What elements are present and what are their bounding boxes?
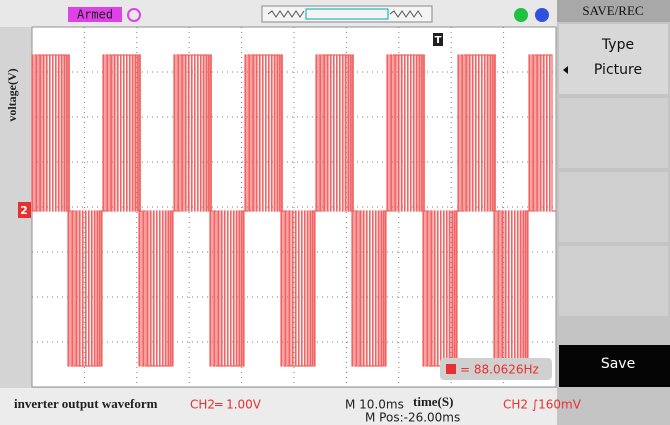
usb-icon xyxy=(514,8,528,22)
position: M Pos:-26.00ms xyxy=(365,411,460,425)
frequency-icon xyxy=(446,364,456,374)
menu-item xyxy=(559,98,668,168)
usb-icon xyxy=(535,8,549,22)
frequency-readout: = 88.0626Hz xyxy=(460,363,539,377)
status-text: Armed xyxy=(77,8,113,22)
menu-item xyxy=(559,246,668,316)
trigger-marker: T xyxy=(435,35,442,46)
trigger-setting: CH2 ∫160mV xyxy=(503,398,582,412)
x-axis-label: time(S) xyxy=(413,394,453,409)
menu-item-value: Picture xyxy=(594,62,642,78)
ch2-scale: CH2═ 1.00V xyxy=(190,398,262,412)
menu-button-label: Save xyxy=(601,356,635,372)
memory-bar xyxy=(262,6,432,22)
menu-item[interactable] xyxy=(559,24,668,94)
timebase: M 10.0ms xyxy=(345,398,404,412)
menu-item-label: Type xyxy=(601,37,634,53)
y-axis-label: voltage(V) xyxy=(5,68,19,121)
channel-marker: 2 xyxy=(20,204,28,217)
caption: inverter output waveform xyxy=(14,396,158,411)
menu-item xyxy=(559,172,668,242)
menu-title: SAVE/REC xyxy=(582,3,643,18)
oscilloscope-screen: Armed voltage(V) T 2 = 88.0626Hz SAVE/RE… xyxy=(0,0,670,425)
